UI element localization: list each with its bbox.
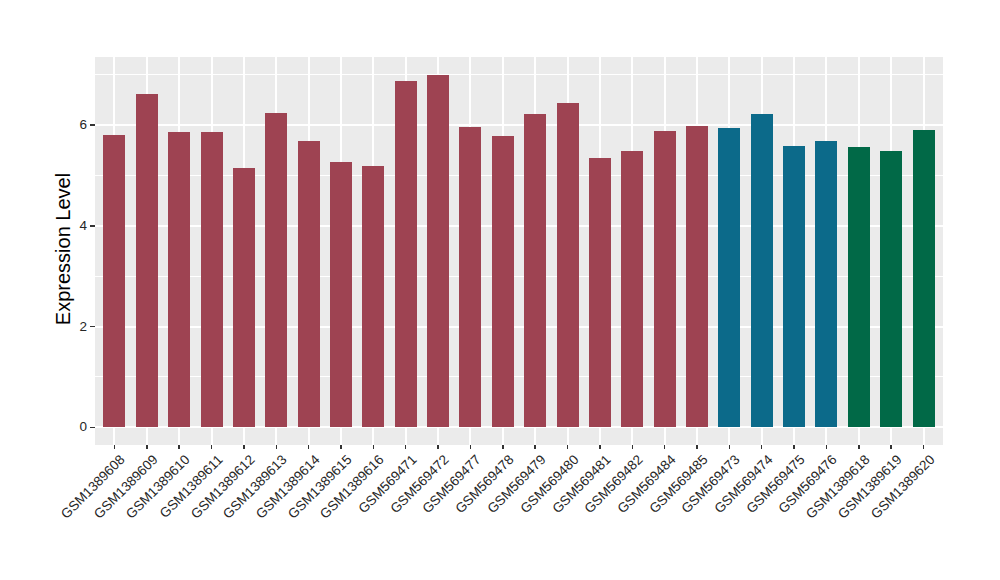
x-tick — [373, 445, 375, 449]
bar-GSM569480 — [557, 103, 579, 427]
bar-GSM569473 — [718, 128, 740, 427]
bar-GSM1389610 — [168, 132, 190, 428]
bar-GSM569481 — [589, 158, 611, 428]
bar-GSM1389608 — [103, 135, 125, 427]
bar-GSM1389613 — [265, 113, 287, 427]
x-tick — [243, 445, 245, 449]
x-tick — [567, 445, 569, 449]
x-tick — [114, 445, 116, 449]
x-tick — [761, 445, 763, 449]
bar-GSM569479 — [524, 114, 546, 427]
x-tick — [146, 445, 148, 449]
bar-GSM569476 — [815, 141, 837, 427]
gridline-minor-y — [95, 74, 943, 75]
bar-GSM1389620 — [913, 130, 935, 427]
bar-GSM1389616 — [362, 166, 384, 427]
bar-GSM569484 — [654, 131, 676, 427]
bar-GSM569478 — [492, 136, 514, 427]
plot-panel — [95, 57, 943, 445]
expression-bar-chart: Expression Level 0246GSM1389608GSM138960… — [0, 0, 1000, 580]
y-tick — [90, 124, 95, 126]
bar-GSM569471 — [395, 81, 417, 427]
bar-GSM1389619 — [880, 151, 902, 427]
x-tick — [729, 445, 731, 449]
x-tick — [696, 445, 698, 449]
bar-GSM569475 — [783, 146, 805, 427]
bar-GSM569472 — [427, 75, 449, 427]
bar-GSM1389609 — [136, 94, 158, 428]
x-tick — [308, 445, 310, 449]
bar-GSM1389618 — [848, 147, 870, 428]
x-tick — [632, 445, 634, 449]
x-tick — [826, 445, 828, 449]
bar-GSM1389612 — [233, 168, 255, 427]
x-tick — [534, 445, 536, 449]
y-tick-label: 6 — [40, 117, 87, 133]
x-tick — [470, 445, 472, 449]
bar-GSM1389615 — [330, 162, 352, 428]
x-tick — [276, 445, 278, 449]
x-tick — [437, 445, 439, 449]
x-tick — [890, 445, 892, 449]
x-tick — [502, 445, 504, 449]
bar-GSM1389614 — [298, 141, 320, 427]
x-tick — [599, 445, 601, 449]
bar-GSM569482 — [621, 151, 643, 427]
bar-GSM1389611 — [201, 132, 223, 428]
x-tick — [858, 445, 860, 449]
x-tick — [211, 445, 213, 449]
bar-GSM569485 — [686, 126, 708, 427]
y-tick — [90, 326, 95, 328]
gridline-major-y — [95, 124, 943, 126]
y-tick — [90, 427, 95, 429]
x-tick — [664, 445, 666, 449]
y-tick-label: 4 — [40, 218, 87, 234]
x-tick — [923, 445, 925, 449]
y-axis-title: Expression Level — [52, 89, 76, 409]
bar-GSM569477 — [459, 127, 481, 428]
x-tick — [340, 445, 342, 449]
y-tick-label: 0 — [40, 419, 87, 435]
x-tick — [405, 445, 407, 449]
y-tick-label: 2 — [40, 319, 87, 335]
bar-GSM569474 — [751, 114, 773, 427]
x-tick — [178, 445, 180, 449]
y-tick — [90, 225, 95, 227]
x-tick — [793, 445, 795, 449]
